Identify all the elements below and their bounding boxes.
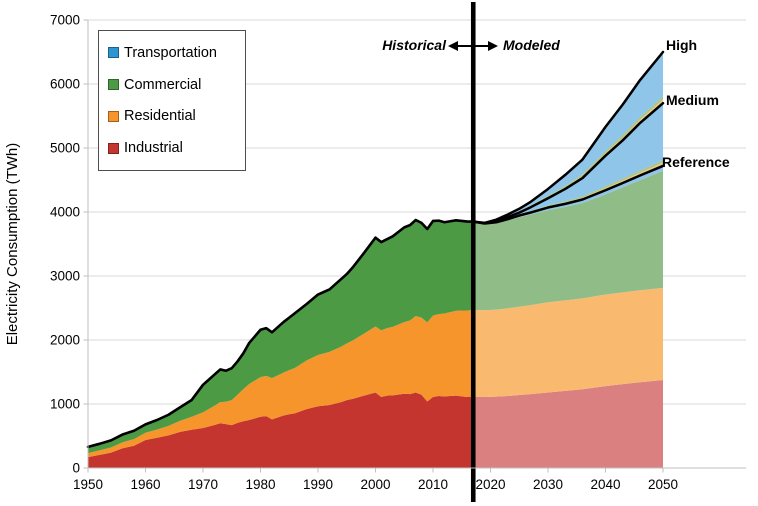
high-scenario-line [472, 50, 665, 225]
legend-swatch-icon [108, 110, 119, 122]
legend-swatch-icon [108, 47, 119, 59]
y-tick-label: 7000 [50, 13, 80, 28]
x-tick-label: 1960 [130, 477, 160, 492]
y-axis-title: Electricity Consumption (TWh) [4, 142, 21, 346]
reference-scenario-line [472, 164, 665, 225]
area-historical-residential [88, 309, 474, 458]
annotation-modeled: Modeled [503, 37, 560, 53]
legend-item-transportation: Transportation [108, 45, 245, 61]
legend-label: Industrial [124, 140, 183, 157]
scenario-label-medium: Medium [666, 92, 719, 108]
area-historical-commercial [88, 220, 474, 454]
scenario-label-reference: Reference [662, 154, 730, 170]
x-tick-label: 2050 [648, 477, 678, 492]
historical-total-line [86, 218, 475, 449]
area-modeled-commercial [473, 170, 663, 311]
legend: Transportation Commercial Residential Indus… [98, 30, 246, 171]
y-tick-label: 1000 [50, 397, 80, 412]
x-tick-label: 2020 [475, 477, 505, 492]
x-tick-label: 1970 [188, 477, 218, 492]
legend-swatch-icon [108, 79, 119, 91]
legend-swatch-icon [108, 142, 119, 154]
y-tick-label: 5000 [50, 141, 80, 156]
x-tick-label: 1950 [73, 477, 103, 492]
y-tick-label: 6000 [50, 77, 80, 92]
area-historical-industrial [88, 392, 474, 468]
x-tick-label: 2030 [533, 477, 563, 492]
y-tick-label: 0 [72, 461, 80, 476]
legend-label: Commercial [124, 76, 202, 93]
x-tick-label: 2000 [360, 477, 390, 492]
y-tick-label: 4000 [50, 205, 80, 220]
annotation-historical: Historical [382, 37, 446, 53]
area-medium-increment-transportation [473, 103, 663, 224]
x-tick-label: 2010 [418, 477, 448, 492]
legend-item-residential: Residential [108, 108, 245, 124]
area-modeled-industrial [473, 380, 663, 468]
legend-label: Transportation [124, 44, 217, 61]
legend-item-commercial: Commercial [108, 77, 245, 93]
annotation-arrow-right-icon [488, 41, 498, 51]
x-tick-label: 2040 [590, 477, 620, 492]
scenario-label-high: High [666, 37, 698, 53]
y-tick-label: 2000 [50, 333, 80, 348]
area-modeled-residential [473, 287, 663, 397]
x-tick-label: 1990 [303, 477, 333, 492]
y-tick-label: 3000 [50, 269, 80, 284]
historical-modeled-divider [470, 2, 476, 502]
legend-label: Residential [124, 108, 196, 125]
legend-item-industrial: Industrial [108, 140, 245, 156]
annotation-arrow-left-icon [448, 41, 458, 51]
x-tick-label: 1980 [245, 477, 275, 492]
